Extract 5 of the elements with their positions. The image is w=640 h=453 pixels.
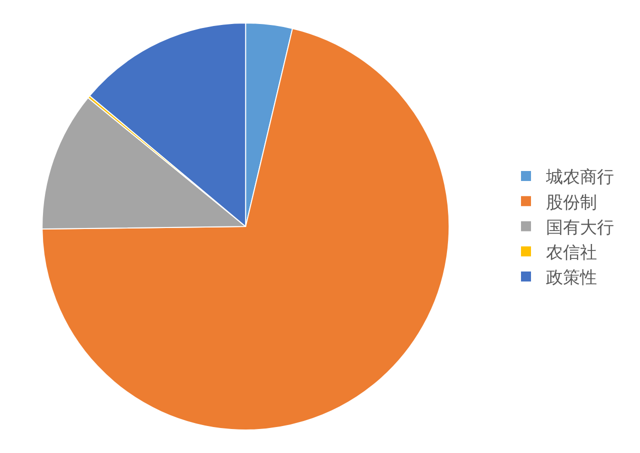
legend-label: 政策性 (546, 268, 597, 288)
legend-label: 农信社 (546, 242, 597, 263)
legend-label: 城农商行 (545, 168, 614, 188)
legend-label: 国有大行 (546, 218, 614, 238)
legend-label: 股份制 (546, 192, 597, 213)
